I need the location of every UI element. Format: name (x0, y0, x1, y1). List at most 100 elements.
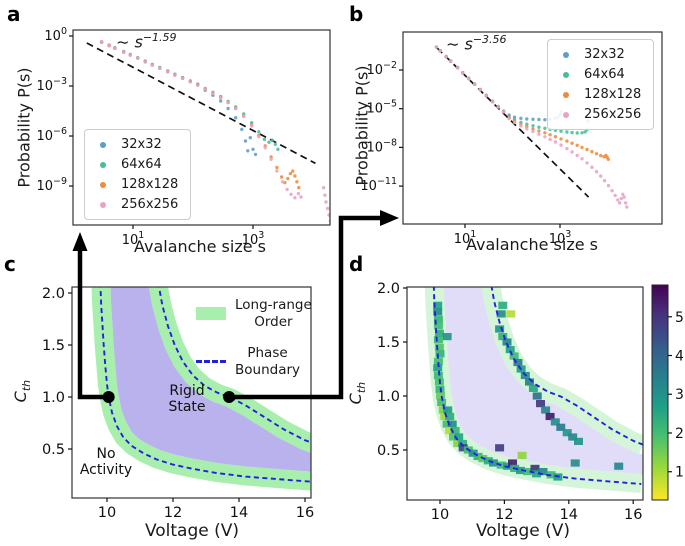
data-point (580, 131, 584, 135)
data-point (525, 117, 529, 121)
data-point (583, 130, 587, 134)
annotation-exponent: −1.59 (142, 31, 177, 44)
legend-item-256x256: 256x256 (556, 107, 641, 122)
heatmap-cell (442, 420, 452, 428)
data-point (122, 50, 126, 54)
legend-label: 32x32 (584, 47, 625, 62)
legend-marker-icon (100, 201, 106, 208)
colorbar (651, 284, 669, 501)
heatmap-cell (437, 398, 447, 407)
data-point (519, 124, 523, 128)
y-tick-label: 10−11 (360, 176, 397, 194)
data-point (444, 54, 448, 59)
legend-panel-a: 32x32 64x64 128x128 256x256 (84, 129, 192, 220)
data-point (257, 130, 261, 134)
heatmap-cell (550, 418, 560, 426)
data-point (143, 60, 147, 64)
y-tick-label: 10−9 (36, 176, 67, 194)
heatmap-cell (513, 358, 523, 367)
data-point (490, 99, 495, 104)
data-point (158, 66, 162, 70)
long-range-order-label: Long-range Order (235, 297, 312, 331)
data-point (196, 83, 200, 88)
legend-label: 128x128 (584, 87, 642, 102)
x-tick-label: 12 (495, 507, 513, 523)
data-point (226, 101, 230, 105)
legend-item-256x256: 256x256 (93, 197, 178, 212)
data-point (559, 137, 563, 141)
data-point (242, 114, 246, 119)
heatmap-cell (516, 466, 525, 475)
data-point (537, 129, 541, 133)
data-point (240, 127, 244, 132)
annotation-base: ∼ s (116, 32, 143, 52)
heatmap-cell (568, 433, 578, 441)
legend-marker-icon (100, 181, 106, 188)
connector-annotations (72, 210, 399, 403)
data-point (575, 131, 579, 135)
legend-item-64x64: 64x64 (93, 157, 178, 172)
y-axis-label-d: Cth (346, 343, 368, 443)
data-point (248, 136, 252, 140)
data-point (531, 117, 535, 122)
data-point (267, 140, 271, 144)
data-point (512, 115, 517, 119)
legend-item-long-range-order: Long-range Order (196, 297, 318, 331)
legend-marker-icon (563, 71, 569, 78)
axes-frame-b (402, 31, 663, 225)
plot-area-d (424, 287, 643, 493)
heatmap-cell (433, 357, 443, 365)
heatmap-cell (517, 451, 527, 459)
legend-line: Long-range (235, 297, 312, 313)
colorbar-tick-label: 5 (675, 310, 684, 326)
heatmap-cell (556, 423, 566, 431)
long-range-order-band-left (424, 287, 642, 493)
data-point (99, 40, 104, 44)
data-point (585, 147, 589, 152)
phase-boundary-left (432, 287, 642, 485)
data-point (321, 186, 326, 190)
data-point (606, 157, 610, 161)
heatmap-cell (433, 315, 443, 323)
series-32x32 (434, 45, 563, 122)
data-point (543, 135, 547, 139)
heatmap-cell (545, 412, 555, 421)
heatmap-cell (574, 437, 583, 445)
data-point (299, 195, 303, 199)
data-point (590, 165, 594, 169)
heatmap-cell (445, 412, 455, 421)
colorbar-tick-label: 3 (675, 387, 684, 403)
data-point (166, 70, 170, 74)
axes-frame-a (72, 29, 331, 226)
data-point (623, 201, 628, 205)
data-point (455, 66, 460, 70)
heatmap-cell (435, 350, 445, 358)
legend-label: 64x64 (121, 157, 162, 172)
heatmap-cell (495, 444, 505, 452)
legend-marker-icon (100, 141, 106, 148)
powerlaw-guide-a (86, 42, 316, 165)
phase-boundary-swatch (196, 360, 226, 364)
x-tick-label: 103 (549, 229, 572, 247)
x-tick-label: 101 (454, 229, 477, 247)
heatmap-cell (495, 325, 505, 333)
legend-line: Boundary (235, 361, 301, 378)
y-tick-label: 10−6 (36, 126, 67, 144)
data-point (291, 169, 295, 173)
heatmap-cell (433, 336, 443, 344)
data-point (246, 149, 250, 153)
heatmap-cell (454, 433, 464, 441)
legend-label: 64x64 (584, 67, 625, 82)
heatmap-cell (450, 427, 460, 435)
data-point (449, 59, 453, 63)
x-tick-label: 16 (624, 507, 642, 523)
data-point (622, 195, 626, 199)
heatmap-cell (509, 352, 519, 360)
heatmap-cell (496, 310, 506, 318)
data-point (276, 147, 280, 151)
heatmap-cell (433, 301, 443, 309)
data-point (293, 196, 297, 200)
data-point (525, 127, 529, 131)
data-point (188, 80, 192, 84)
